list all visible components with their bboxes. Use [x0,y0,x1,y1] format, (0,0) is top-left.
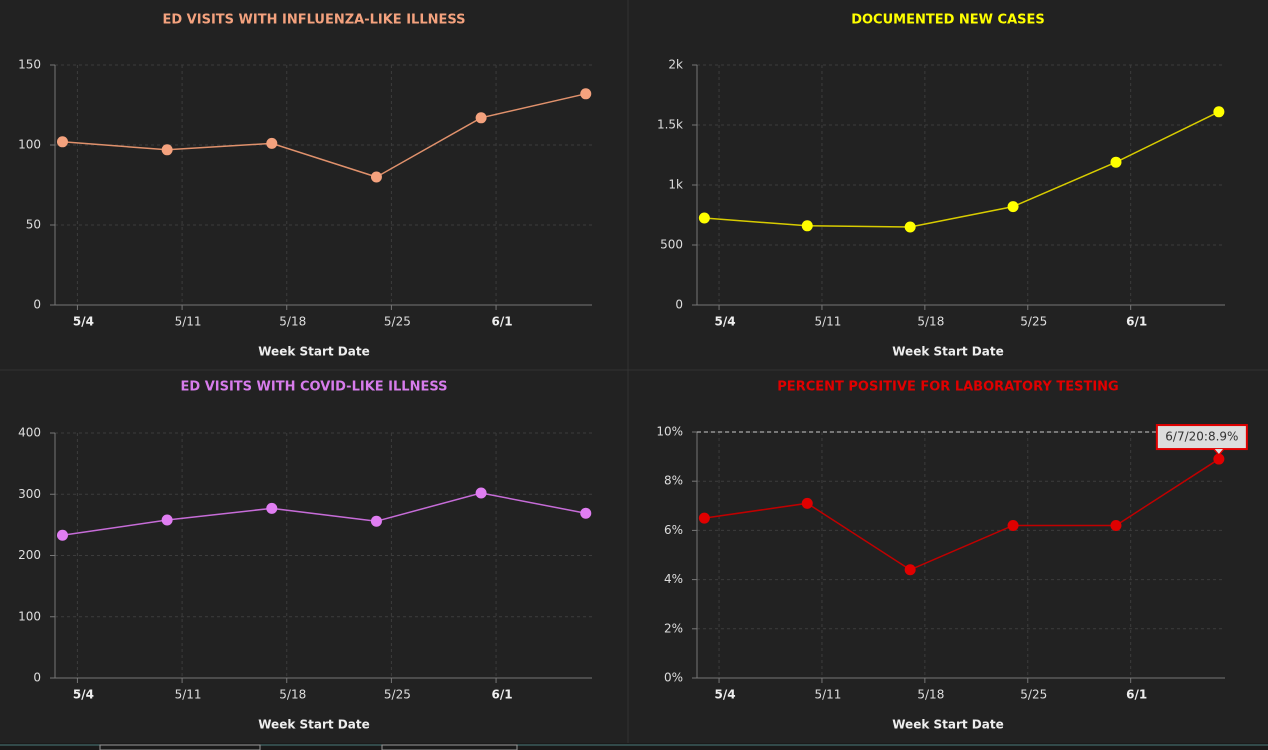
x-tick-label: 5/11 [175,688,202,702]
data-point [1213,453,1225,465]
y-tick-label: 300 [18,487,41,501]
series-line [62,492,586,537]
data-point [266,502,278,514]
x-axis-label: Week Start Date [892,345,1004,359]
x-tick-label: 5/4 [715,315,736,329]
series-line [62,93,586,178]
x-tick-label: 6/1 [492,315,513,329]
y-tick-label: 200 [18,548,41,562]
chart-title: DOCUMENTED NEW CASES [851,13,1045,28]
series-line [704,458,1220,571]
x-tick-label: 5/18 [917,688,944,702]
x-tick-label: 6/1 [1126,315,1147,329]
data-point [370,171,382,183]
data-point [801,497,813,509]
data-point [161,144,173,156]
data-point [1110,519,1122,531]
x-tick-label: 5/11 [175,315,202,329]
y-tick-label: 2% [664,621,683,635]
x-tick-label: 6/1 [492,688,513,702]
data-point [698,212,710,224]
x-tick-label: 5/25 [1020,315,1047,329]
tab-strip [0,743,1268,750]
data-point [1007,519,1019,531]
tooltip-text: 6/7/20:8.9% [1165,430,1238,444]
y-tick-label: 1k [668,178,683,192]
x-tick-label: 5/25 [1020,688,1047,702]
x-axis-label: Week Start Date [258,345,370,359]
data-point [475,112,487,124]
tab[interactable] [99,744,261,750]
y-tick-label: 0 [33,298,41,312]
data-point [1007,201,1019,213]
y-tick-label: 8% [664,474,683,488]
data-point [266,137,278,149]
chart-title: PERCENT POSITIVE FOR LABORATORY TESTING [777,380,1118,395]
data-point [580,88,592,100]
x-axis-label: Week Start Date [892,718,1004,732]
y-tick-label: 4% [664,572,683,586]
y-tick-label: 0% [664,671,683,685]
x-tick-label: 5/4 [715,688,736,702]
x-tick-label: 5/11 [814,688,841,702]
y-tick-label: 10% [656,425,683,439]
y-tick-label: 0 [33,671,41,685]
chart-title: ED VISITS WITH COVID-LIKE ILLNESS [181,380,448,395]
y-tick-label: 150 [18,58,41,72]
y-tick-label: 50 [26,218,41,232]
x-tick-label: 5/4 [73,688,94,702]
data-point [801,220,813,232]
y-tick-label: 1.5k [657,118,683,132]
chart-title: ED VISITS WITH INFLUENZA-LIKE ILLNESS [162,13,465,28]
data-point [580,507,592,519]
x-tick-label: 5/25 [384,315,411,329]
data-point [56,529,68,541]
y-tick-label: 2k [668,58,683,72]
data-point [475,487,487,499]
data-point [698,512,710,524]
x-tick-label: 5/25 [384,688,411,702]
data-point [370,515,382,527]
tooltip-pointer [1213,448,1225,457]
x-tick-label: 5/18 [279,688,306,702]
data-point [904,564,916,576]
data-point [161,514,173,526]
x-tick-label: 6/1 [1126,688,1147,702]
x-tick-label: 5/18 [917,315,944,329]
x-tick-label: 5/4 [73,315,94,329]
data-point [1213,106,1225,118]
x-tick-label: 5/11 [814,315,841,329]
tab[interactable] [381,744,518,750]
data-point [1110,156,1122,168]
y-tick-label: 100 [18,609,41,623]
x-tick-label: 5/18 [279,315,306,329]
y-tick-label: 0 [675,298,683,312]
series-line [704,111,1220,228]
tooltip-box [1155,424,1248,451]
y-tick-label: 400 [18,426,41,440]
data-point [56,136,68,148]
x-axis-label: Week Start Date [258,718,370,732]
y-tick-label: 6% [664,523,683,537]
data-point [904,221,916,233]
y-tick-label: 100 [18,138,41,152]
y-tick-label: 500 [660,238,683,252]
